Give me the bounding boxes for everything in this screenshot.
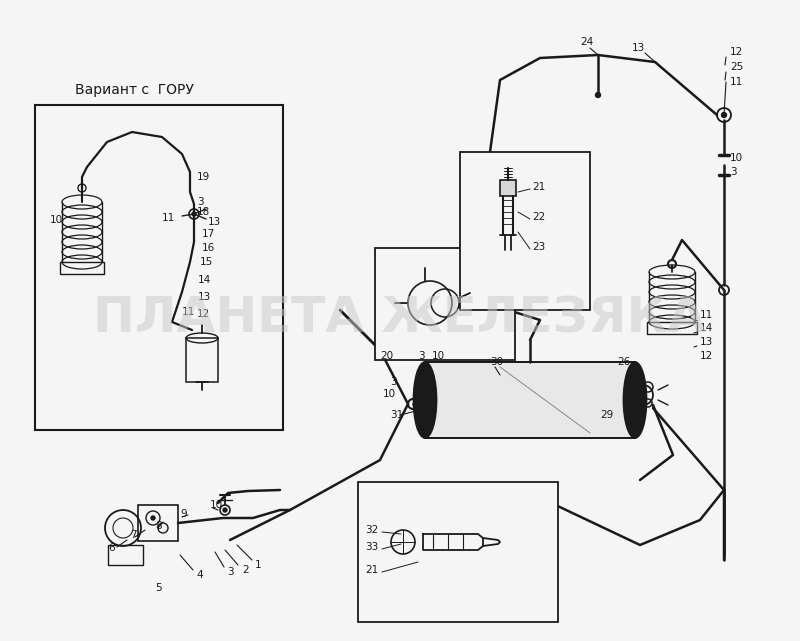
Text: ПЛАНЕТА ЖЕЛЕЗЯКА: ПЛАНЕТА ЖЕЛЕЗЯКА xyxy=(94,294,706,342)
Text: 27: 27 xyxy=(625,380,638,390)
Text: 2: 2 xyxy=(242,565,249,575)
Text: 6: 6 xyxy=(108,543,114,553)
Text: Вариант с  ГОРУ: Вариант с ГОРУ xyxy=(75,83,194,97)
Bar xyxy=(108,545,143,565)
Text: 26: 26 xyxy=(617,357,630,367)
Text: 12: 12 xyxy=(700,351,714,361)
Bar xyxy=(35,105,283,430)
Circle shape xyxy=(722,113,726,117)
Text: 18: 18 xyxy=(197,207,210,217)
Text: 11: 11 xyxy=(730,77,743,87)
Text: 20: 20 xyxy=(380,351,393,361)
Text: 3: 3 xyxy=(227,567,234,577)
Bar xyxy=(647,322,697,334)
Circle shape xyxy=(151,516,155,520)
Bar xyxy=(425,362,635,438)
Bar xyxy=(500,180,516,196)
Text: 15: 15 xyxy=(200,257,214,267)
Text: 21: 21 xyxy=(532,182,546,192)
Text: 13: 13 xyxy=(632,43,646,53)
Text: 8: 8 xyxy=(155,521,162,531)
Text: 10: 10 xyxy=(50,215,63,225)
Text: 9: 9 xyxy=(180,509,186,519)
Text: 14: 14 xyxy=(700,323,714,333)
Text: 25: 25 xyxy=(730,62,743,72)
Text: 7: 7 xyxy=(130,530,137,540)
Text: 32: 32 xyxy=(365,525,378,535)
Text: 23: 23 xyxy=(532,242,546,252)
Text: 21: 21 xyxy=(365,565,378,575)
Text: 10: 10 xyxy=(730,153,743,163)
Bar xyxy=(375,248,515,360)
Text: 11: 11 xyxy=(700,310,714,320)
Text: 14: 14 xyxy=(198,275,211,285)
Bar xyxy=(186,338,218,382)
Text: 31: 31 xyxy=(390,410,403,420)
Text: 13: 13 xyxy=(198,292,211,302)
Bar xyxy=(358,482,558,622)
Text: 4: 4 xyxy=(196,570,202,580)
Text: 3: 3 xyxy=(730,167,737,177)
Text: 33: 33 xyxy=(365,542,378,552)
Text: 5: 5 xyxy=(155,583,162,593)
Text: 24: 24 xyxy=(580,37,594,47)
Text: 11: 11 xyxy=(182,307,195,317)
Text: 3: 3 xyxy=(390,377,397,387)
Text: 1: 1 xyxy=(255,560,262,570)
Bar xyxy=(138,505,178,541)
Text: 16: 16 xyxy=(202,243,215,253)
Circle shape xyxy=(595,92,601,97)
Text: 17: 17 xyxy=(202,229,215,239)
Text: 30: 30 xyxy=(490,357,503,367)
Text: 19: 19 xyxy=(197,172,210,182)
Text: 13: 13 xyxy=(700,337,714,347)
Text: 12: 12 xyxy=(197,309,210,319)
Text: 3: 3 xyxy=(197,197,204,207)
Text: 29: 29 xyxy=(600,410,614,420)
Text: 22: 22 xyxy=(532,212,546,222)
Bar xyxy=(460,152,590,310)
Text: 28: 28 xyxy=(622,393,635,403)
Ellipse shape xyxy=(414,362,437,438)
Circle shape xyxy=(223,508,227,512)
Text: 10: 10 xyxy=(432,351,445,361)
Ellipse shape xyxy=(623,362,646,438)
Text: 11: 11 xyxy=(162,213,175,223)
Text: 10: 10 xyxy=(383,389,396,399)
Bar xyxy=(60,262,104,274)
Circle shape xyxy=(192,212,196,216)
Text: 13: 13 xyxy=(208,217,222,227)
Text: 3: 3 xyxy=(418,351,425,361)
Text: 12: 12 xyxy=(730,47,743,57)
Text: 10: 10 xyxy=(210,500,223,510)
